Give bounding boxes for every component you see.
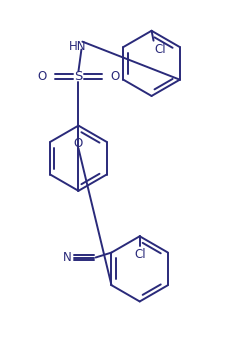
Text: HN: HN	[69, 40, 86, 53]
Text: O: O	[74, 137, 83, 150]
Text: Cl: Cl	[134, 248, 146, 261]
Text: O: O	[38, 70, 47, 83]
Text: S: S	[74, 70, 83, 83]
Text: Cl: Cl	[155, 42, 166, 55]
Text: O: O	[110, 70, 119, 83]
Text: N: N	[63, 251, 72, 264]
